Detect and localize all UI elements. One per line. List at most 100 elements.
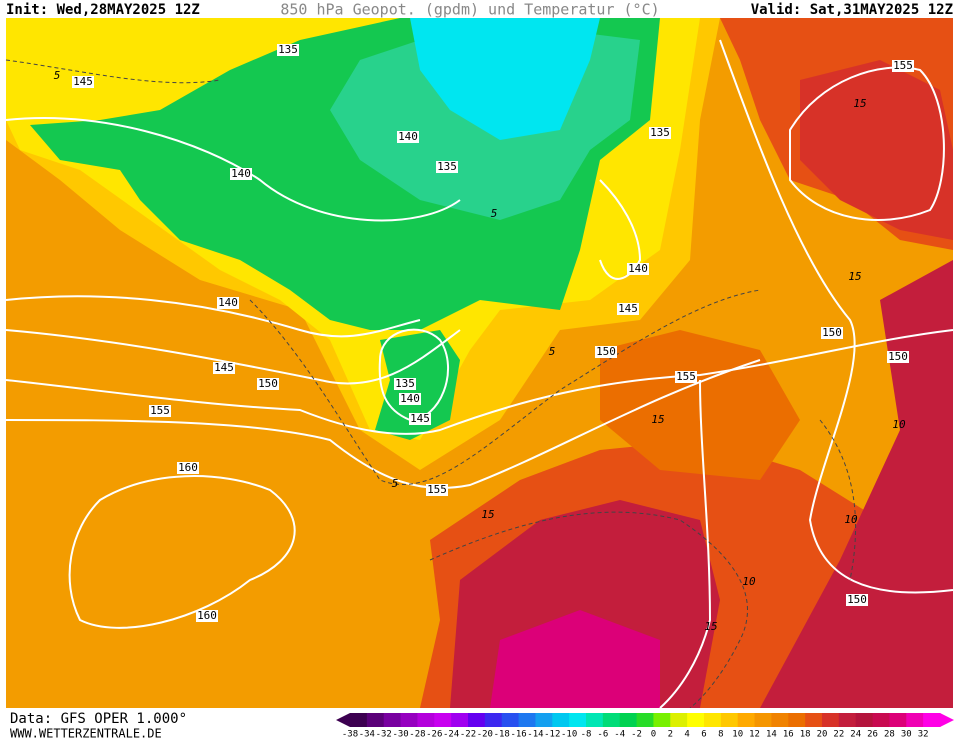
colorbar-swatch: [350, 713, 368, 727]
colorbar-swatch: [771, 713, 789, 727]
label-box: [846, 594, 868, 606]
colorbar-swatch: [535, 713, 553, 727]
geopotential-label: 150: [258, 377, 278, 390]
label-box: [627, 263, 649, 275]
geopotential-label: 140: [231, 167, 251, 180]
colorbar-label: -4: [614, 730, 625, 740]
colorbar-swatch: [754, 713, 772, 727]
colorbar-label: -2: [631, 730, 642, 740]
colorbar-swatch: [670, 713, 688, 727]
colorbar-swatch: [484, 713, 503, 727]
label-box: [821, 327, 843, 339]
colorbar-swatch: [518, 713, 536, 727]
geopotential-label: 155: [893, 59, 913, 72]
geopotential-label: 155: [150, 404, 170, 417]
label-box: [230, 168, 252, 180]
data-source: Data: GFS OPER 1.000°: [10, 711, 187, 727]
colorbar-label: 2: [668, 730, 673, 740]
label-box: [213, 362, 235, 374]
colorbar-swatch: [889, 713, 907, 727]
label-box: [436, 161, 458, 173]
label-box: [675, 371, 697, 383]
colorbar-label: 6: [701, 730, 706, 740]
colorbar-label: -12: [544, 730, 560, 740]
geopotential-label: 160: [178, 461, 198, 474]
colorbar-swatch: [906, 713, 924, 727]
geopotential-label: 155: [676, 370, 696, 383]
label-box: [397, 131, 419, 143]
colorbar-label: 14: [766, 730, 777, 740]
colorbar-swatch: [569, 713, 587, 727]
colorbar-label: 26: [867, 730, 878, 740]
colorbar-label: -16: [510, 730, 526, 740]
colorbar-swatch: [687, 713, 705, 727]
colorbar-swatch: [636, 713, 654, 727]
colorbar-swatch: [434, 713, 452, 727]
colorbar-label: 28: [884, 730, 895, 740]
colorbar-swatch: [838, 713, 857, 727]
temperature-label: 10: [742, 575, 756, 588]
valid-time: Valid: Sat,31MAY2025 12Z: [751, 2, 953, 18]
colorbar-swatch: [383, 713, 402, 727]
colorbar-label: 16: [783, 730, 794, 740]
colorbar-label: 4: [684, 730, 689, 740]
colorbar-swatch: [366, 713, 385, 727]
colorbar-swatch: [586, 713, 604, 727]
colorbar-label: 24: [850, 730, 861, 740]
label-box: [892, 60, 914, 72]
website: WWW.WETTERZENTRALE.DE: [10, 727, 162, 741]
colorbar-label: 12: [749, 730, 760, 740]
label-box: [409, 413, 431, 425]
geopotential-label: 145: [214, 361, 234, 374]
label-box: [217, 297, 239, 309]
colorbar-swatch: [788, 713, 806, 727]
label-box: [426, 484, 448, 496]
colorbar-swatch: [805, 713, 823, 727]
label-box: [149, 405, 171, 417]
label-box: [617, 303, 639, 315]
colorbar-label: -20: [477, 730, 493, 740]
colorbar-label: -10: [561, 730, 577, 740]
colorbar-label: -28: [409, 730, 425, 740]
colorbar-swatch: [602, 713, 621, 727]
label-box: [399, 393, 421, 405]
colorbar-label: -26: [426, 730, 442, 740]
geopotential-label: 135: [650, 126, 670, 139]
colorbar-label: -22: [460, 730, 476, 740]
colorbar-label: -6: [597, 730, 608, 740]
colorbar-swatch: [451, 713, 469, 727]
map-field: [6, 18, 953, 708]
geopotential-label: 135: [395, 377, 415, 390]
colorbar-swatch: [653, 713, 671, 727]
colorbar-label: 10: [732, 730, 743, 740]
temperature-label: 5: [392, 477, 399, 490]
temperature-label: 5: [491, 207, 498, 220]
geopotential-label: 140: [628, 262, 648, 275]
colorbar-swatch: [822, 713, 840, 727]
colorbar-swatch: [417, 713, 435, 727]
colorbar-label: 8: [718, 730, 723, 740]
geopotential-label: 140: [398, 130, 418, 143]
colorbar-label: 0: [651, 730, 656, 740]
colorbar-swatch: [501, 713, 520, 727]
label-box: [277, 44, 299, 56]
temperature-label: 15: [704, 620, 717, 633]
colorbar-label: 22: [833, 730, 844, 740]
temperature-label: 5: [54, 69, 61, 82]
colorbar-label: -24: [443, 730, 459, 740]
colorbar-arrow-right: [940, 713, 954, 727]
colorbar-label: 32: [918, 730, 929, 740]
colorbar-label: -30: [392, 730, 408, 740]
geopotential-labels: 135 145 140 135 135 140 140 140 145 150 150 150 145 1…: [72, 43, 914, 622]
label-box: [595, 346, 617, 358]
colorbar-swatch: [619, 713, 638, 727]
colorbar-label: -32: [376, 730, 392, 740]
colorbar-label: -38: [342, 730, 358, 740]
colorbar-swatch: [720, 713, 739, 727]
geopotential-label: 145: [618, 302, 638, 315]
colorbar-label: -34: [359, 730, 375, 740]
colorbar-swatch: [923, 713, 941, 727]
label-box: [649, 127, 671, 139]
